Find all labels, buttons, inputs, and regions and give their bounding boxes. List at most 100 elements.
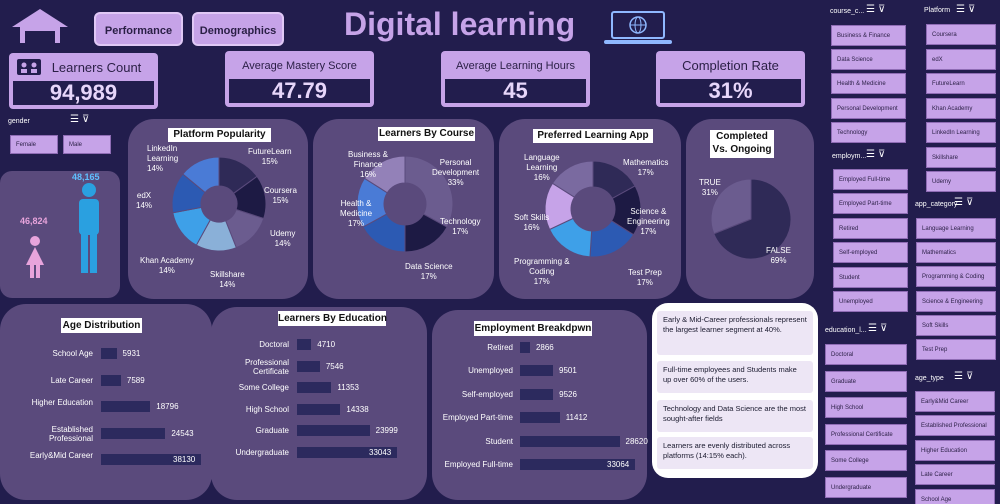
slicer-multiselect-icon[interactable]: ☰⊽	[866, 149, 889, 160]
slicer-item-app_category[interactable]: Test Prep	[916, 339, 996, 360]
bar[interactable]	[520, 365, 554, 377]
kpi-value: 47.79	[228, 78, 371, 104]
performance-button[interactable]: Performance	[94, 12, 183, 46]
slicer-item-age_type[interactable]: School Age	[915, 488, 995, 504]
bar-value-label: 9526	[559, 389, 577, 399]
slicer-item-employment[interactable]: Self-employed	[833, 242, 908, 264]
slicer-item-education[interactable]: Graduate	[825, 370, 907, 392]
bar[interactable]	[520, 435, 620, 447]
slicer-item-education[interactable]: High School	[825, 397, 907, 418]
bar-category-label: Professional Certificate	[244, 357, 289, 376]
gender-panel	[0, 171, 120, 298]
slicer-item-platform[interactable]: Udemy	[926, 171, 996, 192]
gender-male-button[interactable]: Male	[63, 135, 111, 154]
course-label-business-finance: Business & Finance 16%	[348, 150, 389, 179]
slicer-item-education[interactable]: Some College	[825, 450, 907, 471]
slicer-item-course[interactable]: Technology	[831, 121, 906, 143]
demographics-button[interactable]: Demographics	[192, 12, 284, 46]
bar[interactable]	[520, 459, 635, 470]
slicer-item-employment[interactable]: Retired	[833, 217, 908, 239]
donut-slice[interactable]	[182, 156, 220, 194]
male-icon	[79, 183, 99, 273]
slicer-item-platform[interactable]: Khan Academy	[926, 97, 996, 119]
bar[interactable]	[101, 401, 151, 412]
kpi-value: 45	[444, 78, 587, 104]
bar[interactable]	[101, 348, 117, 359]
kpi-completion-rate: Completion Rate 31%	[656, 51, 805, 107]
bar[interactable]	[297, 382, 332, 394]
slicer-item-platform[interactable]: edX	[926, 48, 996, 70]
donut-slice[interactable]	[404, 155, 454, 228]
kpi-label: Completion Rate	[682, 58, 779, 73]
home-icon[interactable]	[8, 5, 72, 45]
slicer-item-age_type[interactable]: Higher Education	[915, 439, 995, 461]
chart-title: Age Distribution	[61, 318, 142, 333]
bar-value-label: 28620	[625, 436, 648, 446]
bar-category-label: Undergraduate	[235, 448, 289, 457]
slicer-multiselect-icon[interactable]: ☰⊽	[868, 323, 891, 334]
bar[interactable]	[520, 412, 560, 424]
bar[interactable]	[520, 342, 530, 353]
bar[interactable]	[520, 388, 554, 400]
slicer-item-employment[interactable]: Unemployed	[833, 291, 908, 312]
app-label-test-prep: Test Prep 17%	[628, 268, 662, 287]
donut-slice[interactable]	[363, 155, 406, 194]
slicer-item-age_type[interactable]: Late Career	[915, 464, 995, 486]
bar-value-label: 33064	[607, 460, 630, 469]
slicer-item-education[interactable]: Professional Certificate	[825, 423, 907, 445]
slicer-item-platform[interactable]: FutureLearn	[926, 73, 996, 94]
slicer-item-course[interactable]: Business & Finance	[831, 25, 906, 46]
slicer-item-education[interactable]: Doctoral	[825, 344, 907, 365]
chart-title: Learners By Course	[378, 127, 475, 141]
learners-by-course-panel	[313, 119, 494, 299]
bar[interactable]	[297, 425, 370, 437]
completed-label-true: TRUE 31%	[699, 178, 721, 197]
slicer-item-education[interactable]: Undergraduate	[825, 476, 907, 498]
slicer-item-app_category[interactable]: Language Learning	[916, 218, 996, 239]
bar[interactable]	[101, 374, 121, 386]
slicer-item-course[interactable]: Health & Medicine	[831, 73, 906, 95]
slicer-item-platform[interactable]: LinkedIn Learning	[926, 122, 996, 143]
female-count: 46,824	[20, 216, 48, 226]
slicer-multiselect-icon[interactable]: ☰⊽	[956, 4, 979, 15]
gender-female-button[interactable]: Female	[10, 135, 58, 154]
insight-item: Learners are evenly distributed across p…	[657, 437, 813, 469]
bar-category-label: Early&Mid Career	[29, 451, 93, 460]
kpi-label: Average Mastery Score	[242, 60, 357, 72]
slicer-item-app_category[interactable]: Programming & Coding	[916, 266, 996, 288]
slicer-item-age_type[interactable]: Established Professional	[915, 415, 995, 437]
learners-icon	[17, 59, 41, 75]
slicer-item-app_category[interactable]: Soft Skills	[916, 314, 996, 336]
slicer-item-employment[interactable]: Student	[833, 266, 908, 288]
insight-item: Technology and Data Science are the most…	[657, 400, 813, 432]
app-label-mathematics: Mathematics 17%	[623, 158, 669, 177]
slicer-item-age_type[interactable]: Early&Mid Career	[915, 391, 995, 412]
slicer-multiselect-icon[interactable]: ☰⊽	[866, 4, 889, 15]
female-icon	[26, 236, 44, 278]
bar[interactable]	[101, 427, 166, 439]
donut-slice[interactable]	[713, 178, 792, 260]
platform-label-coursera: Coursera 15%	[264, 186, 297, 205]
bar-category-label: Unemployed	[468, 366, 513, 376]
slicer-item-app_category[interactable]: Mathematics	[916, 242, 996, 264]
bar-value-label: 5931	[122, 349, 141, 358]
platform-label-udemy: Udemy 14%	[270, 229, 296, 248]
donut-slice[interactable]	[551, 160, 594, 198]
bar[interactable]	[297, 360, 320, 372]
slicer-item-course[interactable]: Personal Development	[831, 97, 906, 119]
donut-slice[interactable]	[710, 178, 752, 235]
slicer-multiselect-icon[interactable]: ☰⊽	[70, 114, 93, 125]
slicer-item-platform[interactable]: Skillshare	[926, 146, 996, 168]
bar[interactable]	[297, 339, 312, 350]
slicer-item-platform[interactable]: Coursera	[926, 24, 996, 45]
slicer-multiselect-icon[interactable]: ☰⊽	[954, 371, 977, 382]
slicer-item-app_category[interactable]: Science & Engineering	[916, 290, 996, 312]
course-label-personal-development: Personal Development 33%	[432, 158, 480, 187]
slicer-item-employment[interactable]: Employed Full-time	[833, 169, 908, 190]
slicer-multiselect-icon[interactable]: ☰⊽	[954, 197, 977, 208]
slicer-item-employment[interactable]: Employed Part-time	[833, 193, 908, 215]
bar[interactable]	[297, 447, 397, 458]
bar[interactable]	[101, 454, 201, 465]
bar[interactable]	[297, 403, 341, 415]
slicer-item-course[interactable]: Data Science	[831, 49, 906, 71]
